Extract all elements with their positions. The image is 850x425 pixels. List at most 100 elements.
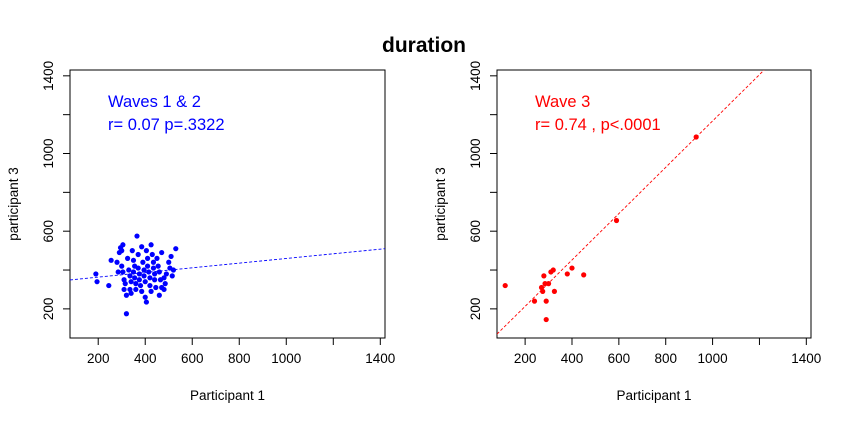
data-point (141, 273, 147, 279)
data-point (153, 284, 159, 291)
data-point (114, 259, 120, 265)
data-point (124, 255, 131, 261)
x-tick-label: 200 (514, 351, 537, 366)
data-point (152, 277, 158, 283)
data-point (128, 279, 134, 285)
data-point (148, 288, 154, 294)
data-point (134, 233, 140, 239)
data-point (166, 259, 172, 265)
data-point (136, 271, 142, 277)
y-tick-label: 1400 (41, 61, 56, 91)
data-point (93, 271, 99, 277)
data-point (133, 281, 139, 287)
data-point (159, 249, 165, 256)
x-tick-label: 600 (608, 351, 631, 366)
data-point (135, 265, 141, 271)
data-point (119, 263, 125, 269)
x-axis-label: Participant 1 (190, 388, 265, 403)
data-point (693, 134, 699, 140)
data-point (161, 275, 167, 281)
data-point (564, 271, 570, 277)
x-tick-label: 1000 (698, 351, 728, 366)
data-point (123, 292, 130, 298)
data-point (142, 294, 148, 300)
data-point (163, 271, 169, 277)
data-point (162, 281, 168, 287)
y-tick-label: 1000 (41, 138, 56, 168)
x-tick-label: 1400 (365, 351, 395, 366)
figure-title: duration (382, 34, 466, 57)
data-point (139, 288, 145, 294)
y-tick-label: 1400 (468, 61, 483, 91)
x-tick-label: 600 (181, 351, 204, 366)
data-point (147, 275, 153, 281)
data-point (147, 282, 153, 289)
y-tick-label: 1000 (468, 138, 483, 168)
data-point (154, 255, 160, 261)
data-point (127, 273, 133, 279)
data-point (122, 281, 128, 287)
data-point (543, 298, 549, 304)
data-point (136, 277, 142, 283)
data-point (108, 257, 114, 263)
data-point (581, 272, 587, 278)
data-point (133, 286, 139, 293)
x-tick-label: 400 (134, 351, 157, 366)
left-scatter-panel: 200 400 600 800 1000 1400 200 600 1000 1400 Partic… (6, 61, 395, 403)
data-point (543, 316, 549, 323)
data-point (137, 282, 144, 289)
y-tick-label: 200 (468, 298, 483, 321)
data-point (152, 271, 158, 277)
data-point (129, 248, 135, 254)
data-point (120, 269, 126, 275)
data-point (126, 267, 132, 273)
x-axis-label: Participant 1 (616, 388, 691, 403)
data-point (128, 290, 134, 296)
data-point (168, 253, 174, 260)
data-point (144, 263, 151, 269)
data-point (155, 263, 161, 269)
x-tick-label: 400 (561, 351, 584, 366)
data-point (502, 282, 508, 289)
plot-frame (496, 69, 812, 339)
data-point (531, 298, 538, 304)
x-tick-label: 800 (654, 351, 677, 366)
y-tick-label: 600 (468, 220, 483, 243)
data-point (94, 279, 100, 285)
data-point (141, 267, 147, 273)
x-tick-label: 800 (228, 351, 251, 366)
data-point (613, 217, 620, 224)
data-point (569, 265, 575, 271)
right-scatter-panel: 200 400 600 800 1000 1400 200 600 1000 1400 Partic… (433, 61, 821, 403)
correlation-stats: r= 0.74 , p<.0001 (535, 116, 661, 134)
data-point (120, 242, 126, 248)
data-point (146, 269, 152, 275)
data-point (150, 265, 157, 271)
data-point (540, 288, 546, 294)
data-point (156, 292, 162, 298)
data-point (551, 288, 558, 294)
series-label: Waves 1 & 2 (108, 93, 201, 111)
data-point (139, 244, 145, 250)
data-point (170, 267, 177, 273)
x-tick-label: 1000 (271, 351, 301, 366)
y-tick-label: 200 (41, 298, 56, 321)
data-point (123, 311, 130, 317)
plot-frame (69, 69, 386, 339)
data-point (144, 255, 151, 261)
data-point (161, 286, 167, 293)
data-point (106, 282, 112, 289)
data-point (149, 251, 155, 258)
data-point (173, 246, 179, 252)
data-point (130, 257, 137, 263)
data-point (541, 273, 547, 279)
y-tick-label: 600 (41, 220, 56, 243)
data-point (150, 259, 157, 265)
x-tick-label: 1400 (791, 351, 821, 366)
data-point (115, 269, 121, 275)
data-point (143, 299, 149, 305)
correlation-stats: r= 0.07 p=.3322 (108, 116, 225, 134)
series-label: Wave 3 (535, 93, 590, 111)
data-point (130, 269, 137, 275)
